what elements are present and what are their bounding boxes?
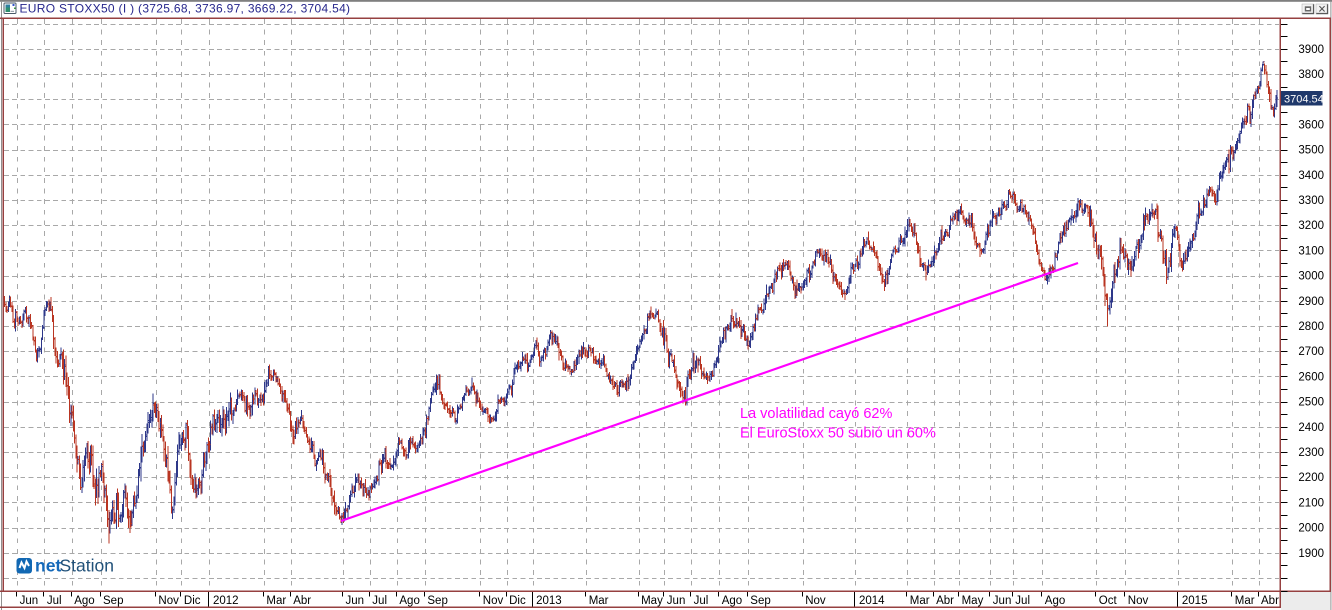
svg-text:Oct: Oct xyxy=(1099,595,1118,607)
svg-text:May: May xyxy=(641,595,663,607)
svg-text:Jun: Jun xyxy=(346,595,365,607)
svg-text:Nov: Nov xyxy=(483,595,504,607)
svg-text:Abr: Abr xyxy=(1261,595,1279,607)
svg-text:2013: 2013 xyxy=(536,595,562,607)
svg-text:2015: 2015 xyxy=(1182,595,1208,607)
svg-text:Nov: Nov xyxy=(158,595,179,607)
svg-text:Sep: Sep xyxy=(750,595,770,607)
svg-text:Sep: Sep xyxy=(427,595,447,607)
svg-text:Mar: Mar xyxy=(910,595,930,607)
svg-text:2300: 2300 xyxy=(1298,447,1324,459)
svg-text:Sep: Sep xyxy=(103,595,123,607)
svg-text:3000: 3000 xyxy=(1298,271,1324,283)
svg-text:2400: 2400 xyxy=(1298,422,1324,434)
svg-text:Jun: Jun xyxy=(20,595,39,607)
svg-text:3800: 3800 xyxy=(1298,69,1324,81)
svg-text:Jul: Jul xyxy=(47,595,62,607)
svg-text:Nov: Nov xyxy=(1128,595,1149,607)
svg-text:3600: 3600 xyxy=(1298,119,1324,131)
svg-text:Ago: Ago xyxy=(74,595,94,607)
svg-text:2600: 2600 xyxy=(1298,371,1324,383)
svg-text:Jul: Jul xyxy=(694,595,709,607)
svg-text:Jul: Jul xyxy=(372,595,387,607)
svg-text:Ago: Ago xyxy=(722,595,742,607)
svg-text:Jun: Jun xyxy=(667,595,686,607)
svg-text:3200: 3200 xyxy=(1298,220,1324,232)
svg-text:Jun: Jun xyxy=(993,595,1012,607)
svg-text:2100: 2100 xyxy=(1298,497,1324,509)
svg-text:net: net xyxy=(35,556,61,576)
svg-text:Abr: Abr xyxy=(936,595,954,607)
svg-text:EURO STOXX50 (I ) (3725.68, 37: EURO STOXX50 (I ) (3725.68, 3736.97, 366… xyxy=(20,2,351,16)
svg-text:2000: 2000 xyxy=(1298,523,1324,535)
svg-text:3400: 3400 xyxy=(1298,170,1324,182)
svg-text:Mar: Mar xyxy=(1235,595,1255,607)
svg-text:Mar: Mar xyxy=(589,595,609,607)
svg-text:El EuroStoxx 50 subió un 60%: El EuroStoxx 50 subió un 60% xyxy=(740,426,936,442)
svg-text:3300: 3300 xyxy=(1298,195,1324,207)
svg-text:3900: 3900 xyxy=(1298,44,1324,56)
svg-text:Dic: Dic xyxy=(184,595,201,607)
svg-text:La volatilidad cayó 62%: La volatilidad cayó 62% xyxy=(740,406,892,422)
svg-text:1900: 1900 xyxy=(1298,548,1324,560)
svg-text:3704.54: 3704.54 xyxy=(1284,93,1324,105)
svg-text:2012: 2012 xyxy=(213,595,239,607)
svg-text:Mar: Mar xyxy=(266,595,286,607)
svg-text:Ago: Ago xyxy=(399,595,419,607)
svg-text:2900: 2900 xyxy=(1298,296,1324,308)
svg-text:Dic: Dic xyxy=(509,595,526,607)
svg-text:3500: 3500 xyxy=(1298,145,1324,157)
svg-text:2014: 2014 xyxy=(859,595,885,607)
svg-text:May: May xyxy=(962,595,984,607)
svg-text:3100: 3100 xyxy=(1298,245,1324,257)
svg-text:2200: 2200 xyxy=(1298,472,1324,484)
svg-text:Nov: Nov xyxy=(805,595,826,607)
svg-text:Abr: Abr xyxy=(293,595,311,607)
svg-text:2500: 2500 xyxy=(1298,397,1324,409)
svg-text:Ago: Ago xyxy=(1045,595,1065,607)
svg-text:2700: 2700 xyxy=(1298,346,1324,358)
svg-text:2800: 2800 xyxy=(1298,321,1324,333)
svg-text:Jul: Jul xyxy=(1015,595,1030,607)
svg-text:Station: Station xyxy=(60,556,114,576)
